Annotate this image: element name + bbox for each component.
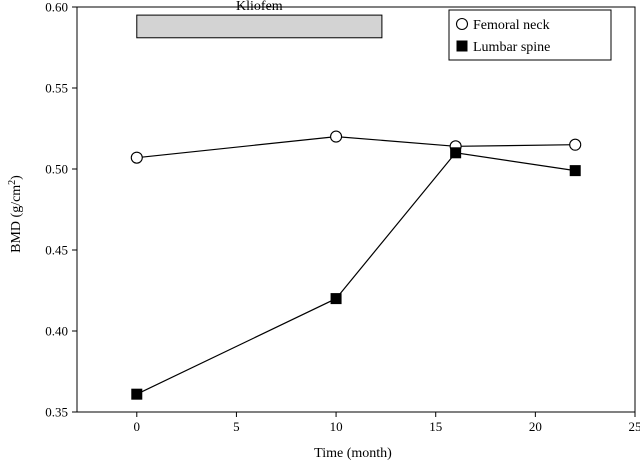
x-tick-label: 0 [134,419,141,434]
x-tick-label: 5 [233,419,240,434]
lumbar-spine-point [131,388,143,400]
legend-box [448,9,612,61]
y-tick-label: 0.50 [45,162,68,177]
legend-marker-femoral-neck [455,17,469,31]
series-line-1 [136,135,576,159]
x-tick-label: 10 [330,419,343,434]
treatment-period-bar [136,14,383,39]
series-layer [130,130,582,400]
plot-area-border [76,6,636,413]
legend: Femoral neck Lumbar spine [448,9,612,61]
y-axis-title: BMD (g/cm2) [7,175,25,253]
lumbar-spine-point [450,147,462,159]
y-axis-title-main: BMD (g/cm [9,185,24,253]
lumbar-spine-point [569,165,581,177]
legend-label: Lumbar spine [473,40,550,55]
plot-frame [76,6,636,413]
y-ticks: 0.35 0.40 0.45 0.50 0.55 0.60 [45,0,77,420]
y-axis-title-end: ) [9,175,24,180]
x-tick-label: 25 [629,419,640,434]
x-tick-label: 15 [429,419,442,434]
y-axis-title-sup: 2 [7,180,18,185]
y-tick-label: 0.60 [45,0,68,15]
lumbar-spine-point [330,293,342,305]
femoral-neck-point [130,151,143,164]
y-tick-label: 0.45 [45,243,68,258]
femoral-neck-point [330,130,343,143]
y-tick-label: 0.35 [45,405,68,420]
x-axis-title: Time (month) [314,446,392,461]
x-tick-label: 20 [529,419,542,434]
treatment-period-label: Kliofem [236,0,283,14]
y-tick-label: 0.40 [45,324,68,339]
series-line-2 [136,152,576,395]
legend-marker-lumbar-spine [456,40,468,52]
legend-label: Femoral neck [473,18,550,33]
femoral-neck-point [569,138,582,151]
y-tick-label: 0.55 [45,81,68,96]
x-ticks: 0 5 10 15 20 25 [134,412,640,434]
annotations: Kliofem [136,0,383,39]
